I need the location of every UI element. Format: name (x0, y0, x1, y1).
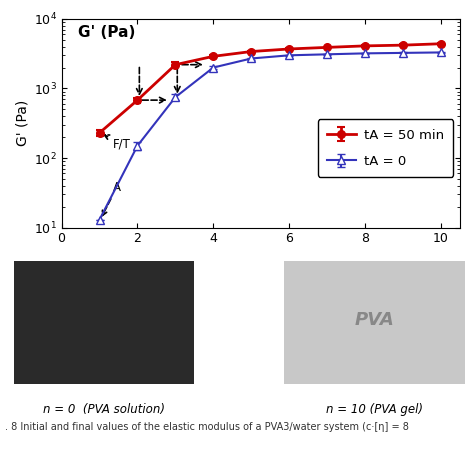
Text: G' (Pa): G' (Pa) (78, 25, 135, 40)
Text: A: A (102, 181, 121, 216)
Text: PVA: PVA (355, 311, 394, 329)
Text: . 8 Initial and final values of the elastic modulus of a PVA3/water system (c·[η: . 8 Initial and final values of the elas… (5, 422, 409, 432)
Bar (284, 261, 465, 384)
Text: n = 0  (PVA solution): n = 0 (PVA solution) (43, 403, 165, 416)
Text: n: n (392, 266, 401, 281)
Legend: tA = 50 min, tA = 0: tA = 50 min, tA = 0 (318, 119, 453, 177)
Bar (14, 261, 194, 384)
Text: n = 10 (PVA gel): n = 10 (PVA gel) (326, 403, 423, 416)
Y-axis label: G' (Pa): G' (Pa) (16, 100, 29, 146)
Text: F/T: F/T (104, 135, 131, 150)
